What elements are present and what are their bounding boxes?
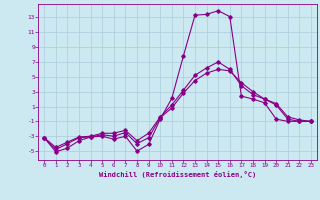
X-axis label: Windchill (Refroidissement éolien,°C): Windchill (Refroidissement éolien,°C) <box>99 171 256 178</box>
